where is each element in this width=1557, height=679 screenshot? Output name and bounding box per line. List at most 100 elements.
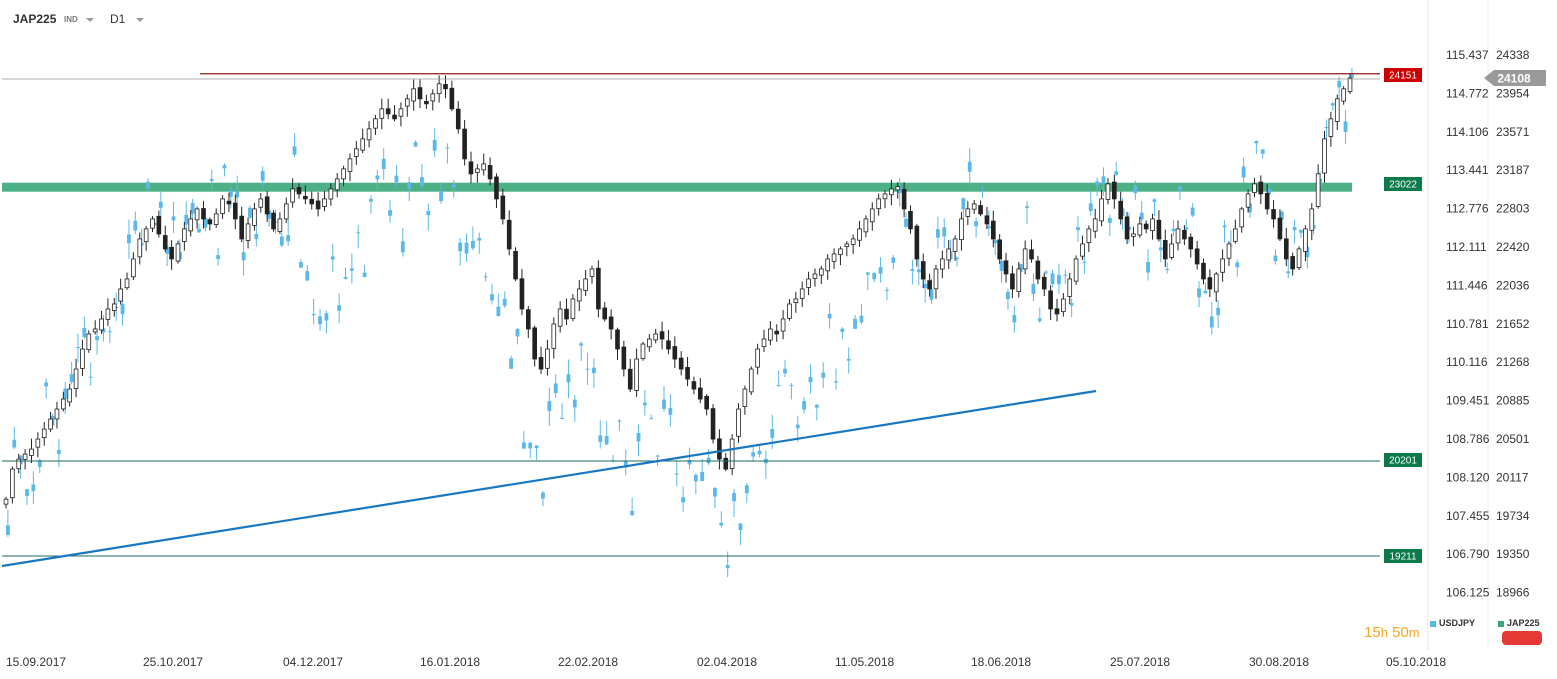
jap225-candle-body <box>1182 230 1187 240</box>
jap225-candle-body <box>806 278 811 288</box>
usdjpy-candle-body <box>1095 181 1100 186</box>
timeframe-dropdown-chevron-icon[interactable] <box>136 18 144 22</box>
jap225-candle-body <box>857 228 862 241</box>
usdjpy-candle-body <box>891 257 896 263</box>
jap225-candle-body <box>838 248 843 256</box>
usdjpy-candle-body <box>604 436 609 445</box>
usdjpy-candle-body <box>598 435 603 442</box>
jap225-candle-body <box>258 198 264 208</box>
jap225-candle-body <box>443 84 448 90</box>
sell-button[interactable] <box>1502 631 1542 645</box>
jap225-candle-body <box>927 280 932 290</box>
usdjpy-candle-body <box>241 252 246 261</box>
jap225-candle-body <box>914 225 920 260</box>
usdjpy-candle-body <box>1018 264 1023 273</box>
usdjpy-candle-body <box>942 227 947 237</box>
jap225-candle-body <box>723 457 729 470</box>
usdjpy-candle-body <box>133 220 138 231</box>
jap225-candle-body <box>1233 228 1238 242</box>
usdjpy-candle-body <box>732 493 736 502</box>
usdjpy-candle-body <box>1330 103 1335 106</box>
usdjpy-axis: 115.437 114.772 114.106 113.441 112.776 112.1… <box>1446 48 1490 600</box>
usdjpy-candle-body <box>44 382 49 387</box>
jap225-candle-body <box>347 158 353 172</box>
jap225-candle-body <box>296 187 302 195</box>
jap225-tick-label: 23187 <box>1496 163 1530 177</box>
jap225-candle-body <box>634 358 639 391</box>
jap225-candle-body <box>1283 238 1289 260</box>
jap225-candle-body <box>647 338 652 348</box>
jap225-candle-body <box>67 388 73 403</box>
date-tick-label: 15.09.2017 <box>6 655 66 669</box>
jap225-candle-body <box>946 248 952 261</box>
jap225-candle-body <box>1003 260 1009 275</box>
jap225-candle-body <box>322 198 327 207</box>
jap225-candle-body <box>1169 243 1174 258</box>
symbol-dropdown-chevron-icon[interactable] <box>86 18 94 22</box>
date-tick-label: 18.06.2018 <box>971 655 1031 669</box>
usdjpy-candle-body <box>490 294 494 301</box>
jap225-candle-body <box>1112 181 1117 200</box>
jap225-candle-body <box>1041 276 1047 290</box>
legend-swatch-usdjpy <box>1430 620 1436 627</box>
usdjpy-candle-body <box>827 313 832 319</box>
usdjpy-candle-body <box>693 474 698 482</box>
jap225-candle-body <box>1156 219 1162 240</box>
jap225-candle-body <box>73 368 79 389</box>
jap225-candle-body <box>774 330 780 335</box>
usdjpy-candle-body <box>305 271 310 281</box>
jap225-candle-body <box>277 218 283 232</box>
jap225-candle-body <box>920 261 926 280</box>
usdjpy-candle-body <box>1025 206 1029 208</box>
jap225-candle-body <box>41 428 47 438</box>
symbol-label[interactable]: JAP225 <box>13 12 57 26</box>
usdjpy-candle-body <box>1069 303 1074 306</box>
usdjpy-candle-body <box>1216 307 1221 316</box>
usdjpy-candle-body <box>1158 247 1163 251</box>
jap225-candle-body <box>965 208 971 217</box>
usdjpy-candle-body <box>955 257 959 260</box>
jap225-candle-body <box>10 468 15 499</box>
usdjpy-candle-body <box>1197 288 1201 298</box>
jap225-candle-body <box>576 288 582 302</box>
usdjpy-candle-body <box>655 455 660 457</box>
jap225-candle-body <box>602 307 608 320</box>
timeframe-label[interactable]: D1 <box>110 12 126 26</box>
jap225-candle-body <box>653 333 659 341</box>
jap225-candle-body <box>1264 193 1270 210</box>
trend-line[interactable] <box>1 389 1097 568</box>
usdjpy-candle-body <box>37 460 42 467</box>
jap225-candle-body <box>526 309 531 330</box>
date-tick-label: 25.10.2017 <box>143 655 203 669</box>
jap225-tick-label: 21268 <box>1496 355 1530 369</box>
usdjpy-candle-body <box>528 442 533 449</box>
jap225-candle-body <box>271 212 276 230</box>
usdjpy-candle-body <box>585 368 590 370</box>
usdjpy-candle-body <box>369 198 373 202</box>
jap225-candle-body <box>239 215 244 240</box>
jap225-candle-body <box>1258 181 1264 195</box>
jap225-candle-body <box>1022 248 1028 270</box>
usdjpy-candle-body <box>814 404 819 408</box>
jap225-candle-body <box>952 238 958 252</box>
usdjpy-candle-body <box>1101 176 1106 184</box>
countdown-minutes-unit: m <box>1408 625 1420 640</box>
instrument-type-badge: IND <box>64 15 78 24</box>
jap225-candle-body <box>659 331 665 340</box>
jap225-candle-body <box>22 453 28 460</box>
usdjpy-candle-body <box>738 523 743 531</box>
jap225-candle-body <box>583 278 588 291</box>
jap225-candle-body <box>736 408 741 437</box>
date-tick-label: 04.12.2017 <box>283 655 343 669</box>
jap225-candle-body <box>971 203 977 210</box>
usdjpy-candle-body <box>808 376 813 383</box>
usdjpy-candle-body <box>1203 290 1208 294</box>
jap225-candle-body <box>506 219 512 250</box>
usdjpy-candle-body <box>1076 227 1080 231</box>
jap225-candle-body <box>283 203 289 220</box>
jap225-candle-body <box>1010 273 1015 290</box>
usdjpy-candle-body <box>203 218 208 228</box>
usdjpy-tick-label: 106.125 <box>1446 586 1490 600</box>
legend-usdjpy: USDJPY <box>1430 618 1475 628</box>
